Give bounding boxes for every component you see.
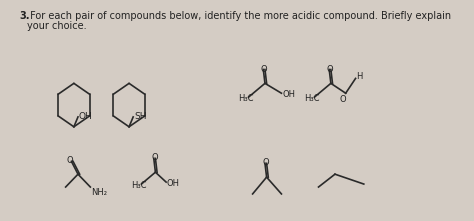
Text: For each pair of compounds below, identify the more acidic compound. Briefly exp: For each pair of compounds below, identi… (27, 11, 451, 21)
Text: O: O (66, 156, 73, 165)
Text: O: O (261, 65, 267, 74)
Text: O: O (340, 95, 346, 104)
Text: H₃C: H₃C (131, 181, 147, 190)
Text: H₃C: H₃C (304, 94, 320, 103)
Text: O: O (151, 153, 158, 162)
Text: OH: OH (282, 90, 295, 99)
Text: OH: OH (167, 179, 180, 188)
Text: OH: OH (79, 112, 92, 121)
Text: your choice.: your choice. (27, 21, 87, 31)
Text: O: O (263, 158, 269, 167)
Text: NH₂: NH₂ (91, 188, 107, 197)
Text: H: H (356, 72, 363, 82)
Text: H₃C: H₃C (238, 94, 254, 103)
Text: 3.: 3. (19, 11, 30, 21)
Text: SH: SH (134, 112, 146, 121)
Text: O: O (327, 65, 333, 74)
